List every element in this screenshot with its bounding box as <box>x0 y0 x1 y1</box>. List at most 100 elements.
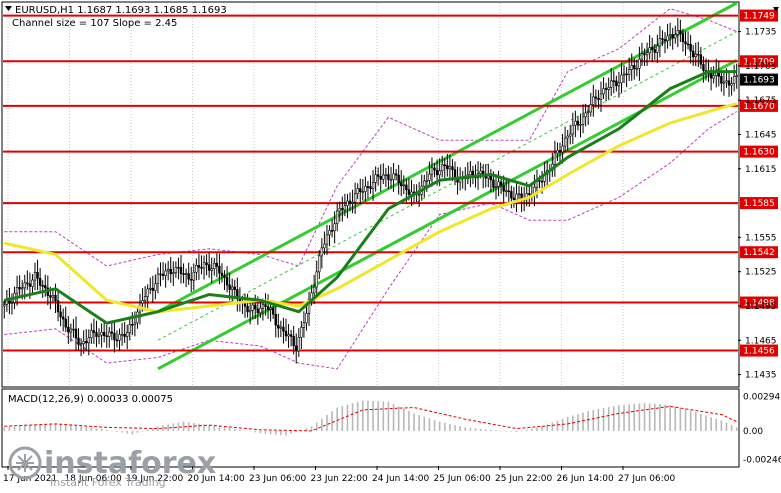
macd-bar <box>218 426 221 431</box>
candle <box>213 257 216 276</box>
candle <box>364 176 367 202</box>
macd-bar <box>367 400 369 431</box>
candle <box>586 105 590 125</box>
candle <box>85 329 88 351</box>
symbol-dropdown-icon[interactable] <box>5 6 12 11</box>
candle <box>192 263 195 291</box>
macd-bar <box>525 429 528 431</box>
candle <box>366 180 370 199</box>
candle <box>195 258 198 281</box>
macd-bar <box>536 427 538 431</box>
candle <box>18 275 21 297</box>
candle <box>38 268 42 291</box>
chart-menu-icon[interactable] <box>773 7 779 12</box>
candle <box>277 313 280 338</box>
macd-bar <box>351 403 354 431</box>
macd-bar <box>705 415 707 431</box>
candle <box>190 266 193 292</box>
candle <box>200 255 203 275</box>
candle <box>149 277 152 295</box>
macd-bar <box>126 430 129 434</box>
candle <box>118 328 121 352</box>
level-label: 1.1542 <box>743 248 775 258</box>
candle <box>82 330 85 354</box>
candle <box>202 255 206 280</box>
candle <box>369 175 372 194</box>
macd-bar <box>192 422 195 431</box>
candle <box>97 328 101 345</box>
macd-bar <box>310 426 313 431</box>
candle <box>617 71 621 98</box>
candle <box>576 116 580 131</box>
candle <box>558 142 562 163</box>
price-tick-label: 1.1495 <box>745 302 777 312</box>
price-tick-label: 1.1525 <box>745 268 777 278</box>
candle <box>26 270 29 290</box>
macd-bar <box>290 430 292 434</box>
level-label: 1.1456 <box>743 347 775 357</box>
support-resistance-levels: 1.1749 1.1709 1.1670 1.1630 1.1585 1.1542 1.14… <box>3 9 778 357</box>
candle <box>581 104 585 134</box>
candle <box>207 252 211 278</box>
candle <box>172 261 175 287</box>
candle <box>684 31 687 56</box>
price-tick-label: 1.1615 <box>745 165 777 175</box>
candle <box>166 261 170 281</box>
macd-bar <box>397 406 400 431</box>
macd-bar <box>664 404 666 431</box>
candle <box>77 328 80 350</box>
logo-rays <box>16 454 34 472</box>
macd-bar <box>336 407 339 431</box>
candle <box>44 274 47 297</box>
candle <box>645 42 649 66</box>
macd-bar <box>541 426 543 431</box>
candle <box>374 166 377 192</box>
level-label: 1.1670 <box>743 102 775 112</box>
macd-bar <box>198 423 200 431</box>
macd-bar <box>315 422 318 431</box>
macd-bar <box>54 423 57 431</box>
candle <box>95 320 98 348</box>
candle <box>307 291 311 326</box>
candle <box>663 32 667 54</box>
price-tick-label: 1.1435 <box>745 371 777 381</box>
candle <box>361 178 365 201</box>
candle <box>179 254 183 284</box>
macd-bar <box>295 430 298 432</box>
candle <box>622 65 626 83</box>
macd-bar <box>592 409 595 431</box>
candle <box>169 256 172 283</box>
candle <box>330 219 334 238</box>
candle <box>300 320 303 349</box>
macd-bar <box>413 413 415 431</box>
macd-tick-label: -0.00246 <box>743 456 781 466</box>
candle <box>610 68 613 96</box>
time-tick-label: 17 Jun 2021 <box>3 474 57 484</box>
macd-bar <box>392 404 395 431</box>
candle <box>36 259 39 291</box>
price-tick-label: 1.1645 <box>745 130 777 140</box>
candle <box>289 329 293 347</box>
macd-bar <box>23 425 26 431</box>
candle <box>735 63 738 89</box>
candle <box>346 193 349 219</box>
moving-averages <box>3 70 738 325</box>
macd-bar <box>264 430 267 434</box>
bb-lower-line <box>4 111 737 370</box>
candle <box>502 175 505 204</box>
candle <box>574 110 577 138</box>
macd-bar <box>653 403 656 431</box>
macd-bar <box>187 422 190 431</box>
bb-upper-line <box>4 8 737 267</box>
candle <box>287 324 290 348</box>
macd-bar <box>157 426 159 431</box>
macd-bar <box>372 400 374 431</box>
candle <box>674 25 677 44</box>
candle <box>120 322 124 346</box>
candle <box>594 89 598 108</box>
candle <box>430 157 434 187</box>
candle <box>279 320 283 338</box>
macd-bar <box>100 429 103 431</box>
macd-bar <box>331 411 333 431</box>
candle <box>441 155 444 178</box>
